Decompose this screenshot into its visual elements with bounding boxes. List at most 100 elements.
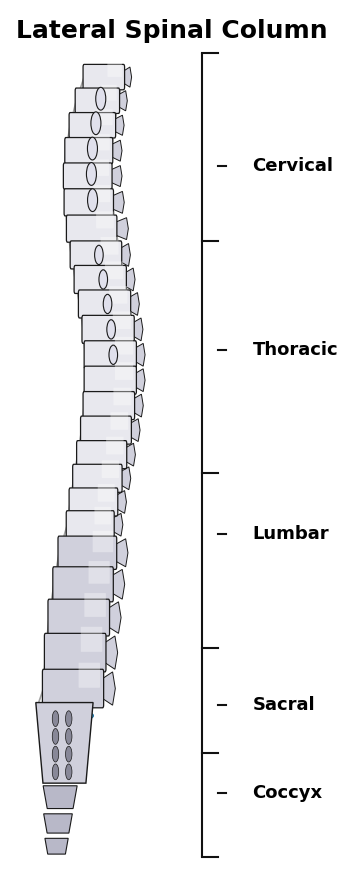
FancyBboxPatch shape: [75, 88, 120, 114]
Polygon shape: [108, 602, 121, 633]
FancyBboxPatch shape: [102, 461, 119, 478]
FancyBboxPatch shape: [113, 312, 131, 329]
FancyBboxPatch shape: [66, 511, 114, 539]
Polygon shape: [135, 343, 145, 366]
Circle shape: [52, 710, 59, 726]
Polygon shape: [111, 166, 122, 187]
FancyBboxPatch shape: [53, 567, 113, 602]
Polygon shape: [126, 443, 135, 466]
Polygon shape: [36, 703, 93, 783]
FancyBboxPatch shape: [107, 61, 122, 77]
Ellipse shape: [83, 85, 118, 93]
FancyBboxPatch shape: [101, 237, 118, 255]
Text: Lateral Spinal Column: Lateral Spinal Column: [16, 19, 328, 43]
FancyBboxPatch shape: [64, 188, 113, 216]
FancyBboxPatch shape: [111, 413, 128, 430]
Ellipse shape: [95, 245, 103, 265]
FancyBboxPatch shape: [69, 488, 118, 516]
Ellipse shape: [91, 112, 101, 135]
Ellipse shape: [86, 163, 96, 186]
FancyBboxPatch shape: [48, 599, 110, 636]
Ellipse shape: [66, 534, 111, 543]
Ellipse shape: [88, 388, 131, 398]
Ellipse shape: [71, 134, 110, 142]
Circle shape: [52, 729, 59, 745]
Ellipse shape: [86, 413, 129, 422]
Polygon shape: [130, 293, 139, 315]
Polygon shape: [121, 244, 130, 266]
FancyBboxPatch shape: [92, 159, 109, 176]
Text: Sacral: Sacral: [252, 696, 315, 714]
Ellipse shape: [60, 562, 111, 575]
FancyBboxPatch shape: [109, 286, 127, 304]
FancyBboxPatch shape: [74, 265, 126, 293]
Ellipse shape: [107, 320, 115, 339]
Text: Cervical: Cervical: [252, 158, 333, 175]
Ellipse shape: [88, 189, 98, 212]
FancyBboxPatch shape: [93, 531, 113, 552]
Ellipse shape: [80, 287, 125, 296]
Polygon shape: [102, 672, 115, 705]
Ellipse shape: [72, 237, 115, 246]
FancyBboxPatch shape: [93, 134, 110, 151]
FancyBboxPatch shape: [95, 506, 111, 525]
Circle shape: [52, 746, 59, 762]
Circle shape: [66, 729, 72, 745]
FancyBboxPatch shape: [82, 315, 134, 343]
FancyBboxPatch shape: [84, 593, 106, 617]
Ellipse shape: [87, 138, 97, 160]
Polygon shape: [45, 838, 68, 854]
FancyBboxPatch shape: [83, 65, 125, 90]
Polygon shape: [112, 569, 125, 599]
Polygon shape: [130, 419, 140, 442]
FancyBboxPatch shape: [115, 363, 133, 380]
Ellipse shape: [68, 159, 108, 168]
Ellipse shape: [68, 185, 109, 194]
FancyBboxPatch shape: [98, 484, 115, 502]
FancyBboxPatch shape: [78, 290, 131, 318]
FancyBboxPatch shape: [65, 138, 113, 164]
Ellipse shape: [69, 211, 111, 220]
Ellipse shape: [72, 509, 112, 518]
Circle shape: [52, 764, 59, 780]
Circle shape: [66, 746, 72, 762]
Polygon shape: [124, 67, 132, 87]
FancyBboxPatch shape: [58, 536, 117, 569]
FancyBboxPatch shape: [42, 669, 104, 708]
Polygon shape: [112, 140, 122, 161]
Text: Lumbar: Lumbar: [252, 526, 329, 543]
Ellipse shape: [83, 438, 125, 447]
FancyBboxPatch shape: [77, 441, 127, 469]
FancyBboxPatch shape: [63, 163, 112, 189]
FancyBboxPatch shape: [113, 387, 131, 406]
Ellipse shape: [88, 363, 132, 372]
Polygon shape: [116, 539, 128, 567]
FancyBboxPatch shape: [81, 416, 131, 444]
FancyBboxPatch shape: [88, 562, 110, 583]
FancyBboxPatch shape: [81, 627, 102, 652]
FancyBboxPatch shape: [115, 337, 133, 355]
Text: Coccyx: Coccyx: [252, 784, 323, 802]
Polygon shape: [134, 394, 143, 417]
Ellipse shape: [87, 337, 131, 347]
FancyBboxPatch shape: [96, 110, 113, 125]
FancyBboxPatch shape: [78, 663, 100, 688]
FancyBboxPatch shape: [105, 261, 123, 279]
Polygon shape: [43, 786, 77, 809]
Polygon shape: [133, 318, 143, 341]
Polygon shape: [118, 91, 127, 111]
Ellipse shape: [48, 664, 100, 677]
Ellipse shape: [99, 270, 107, 289]
Text: Thoracic: Thoracic: [252, 342, 338, 359]
Ellipse shape: [78, 462, 121, 471]
FancyBboxPatch shape: [106, 436, 124, 455]
Ellipse shape: [51, 628, 103, 642]
FancyBboxPatch shape: [96, 211, 114, 229]
FancyBboxPatch shape: [69, 112, 116, 138]
Ellipse shape: [103, 294, 112, 314]
Ellipse shape: [109, 345, 117, 364]
FancyBboxPatch shape: [67, 215, 117, 242]
Polygon shape: [105, 636, 118, 669]
FancyBboxPatch shape: [84, 341, 136, 369]
Polygon shape: [135, 369, 145, 392]
